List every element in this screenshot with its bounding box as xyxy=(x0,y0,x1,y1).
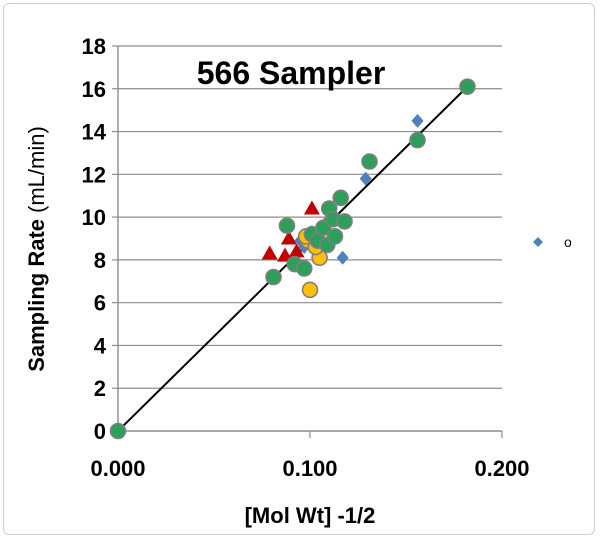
scatter-chart: 0.000 0.100 0.200 0 2 4 6 8 10 12 14 16 18 566 Samp… xyxy=(24,34,572,528)
legend-diamond-marker xyxy=(533,237,543,247)
data-point-circle xyxy=(459,78,476,95)
y-tick-label: 12 xyxy=(82,162,106,187)
data-point-circle xyxy=(361,153,378,170)
data-point-circle xyxy=(301,281,319,299)
data-point-diamond xyxy=(359,171,372,186)
data-point-circle xyxy=(265,268,282,286)
y-tick-label: 2 xyxy=(94,376,106,401)
y-tick-label: 0 xyxy=(94,419,106,444)
data-point-triangle xyxy=(280,230,297,245)
data-point-circle xyxy=(409,131,426,149)
legend: o xyxy=(533,234,572,250)
chart-title: 566 Sampler xyxy=(197,55,386,91)
data-point-circle xyxy=(326,228,344,245)
y-tick-label: 4 xyxy=(94,333,107,358)
x-axis-title: [Mol Wt] -1/2 xyxy=(245,503,376,528)
x-tick-label: 0.000 xyxy=(90,456,145,481)
y-axis-title-main: Sampling Rate xyxy=(24,219,49,372)
x-tick-label: 0.200 xyxy=(474,456,529,481)
data-points xyxy=(109,78,476,440)
y-tick-label: 16 xyxy=(82,77,106,102)
data-point-circle xyxy=(109,422,127,440)
gridlines xyxy=(118,45,502,389)
y-tick-label: 6 xyxy=(94,291,106,316)
chart-frame: 0.000 0.100 0.200 0 2 4 6 8 10 12 14 16 18 566 Samp… xyxy=(3,3,595,535)
x-tick-label: 0.100 xyxy=(282,456,337,481)
data-point-triangle xyxy=(261,245,278,260)
y-tick-label: 14 xyxy=(82,120,107,145)
y-tick-labels: 0 2 4 6 8 10 12 14 16 18 xyxy=(82,34,107,444)
y-tick-label: 18 xyxy=(82,34,106,59)
data-point-diamond xyxy=(411,113,424,128)
y-axis-title: Sampling Rate (mL/min) xyxy=(24,126,49,372)
y-tick-label: 10 xyxy=(82,205,106,230)
axes xyxy=(112,45,503,438)
x-tick-labels: 0.000 0.100 0.200 xyxy=(90,456,529,481)
data-point-circle xyxy=(336,213,353,230)
y-axis-title-unit: (mL/min) xyxy=(24,126,49,213)
data-point-diamond xyxy=(336,250,349,265)
data-point-circle xyxy=(278,217,296,234)
data-point-triangle xyxy=(288,243,305,258)
data-point-triangle xyxy=(303,200,320,215)
data-point-circle xyxy=(295,260,313,277)
legend-label: o xyxy=(564,234,572,250)
data-point-circle xyxy=(332,189,350,207)
y-tick-label: 8 xyxy=(94,248,106,273)
